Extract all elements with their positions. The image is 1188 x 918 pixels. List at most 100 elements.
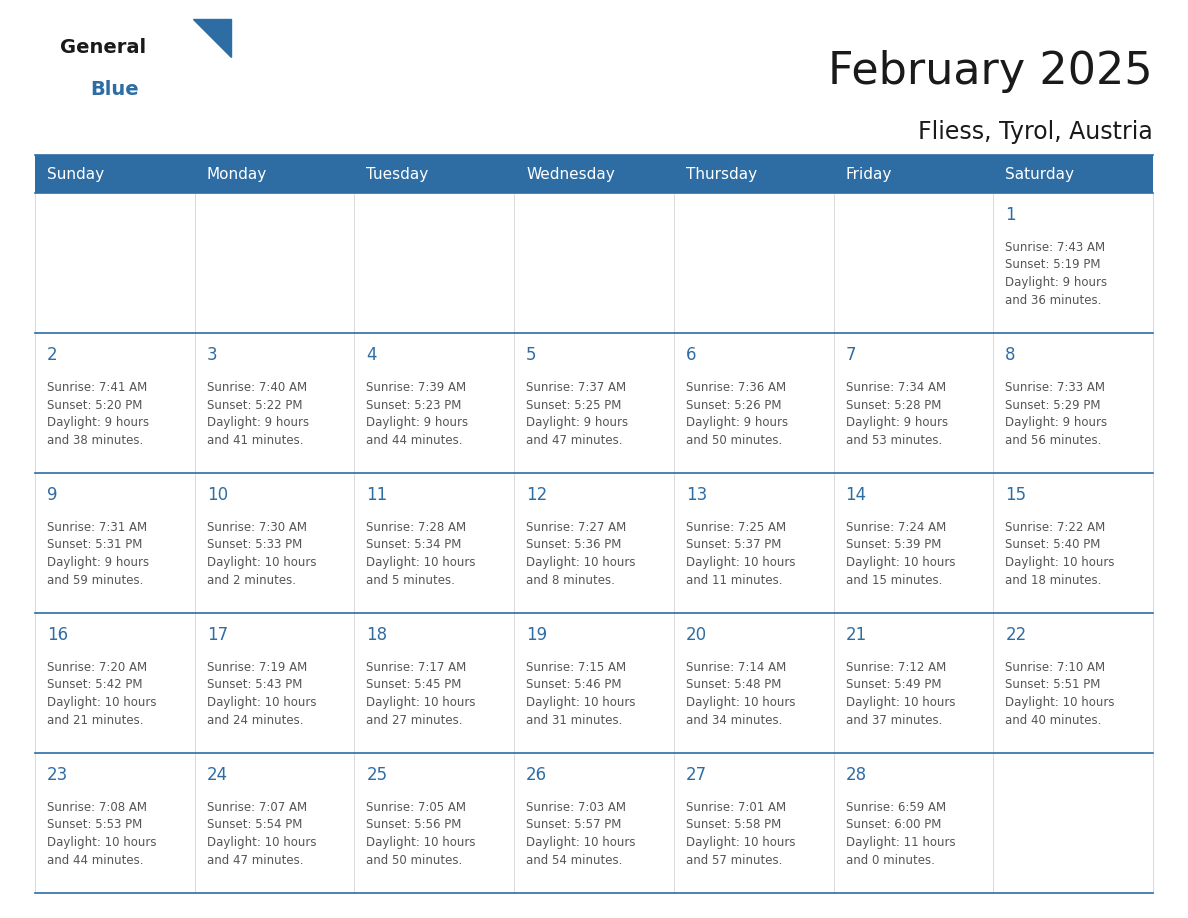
FancyBboxPatch shape [834, 473, 993, 613]
FancyBboxPatch shape [354, 613, 514, 753]
Text: 22: 22 [1005, 626, 1026, 644]
Text: Sunrise: 7:41 AM
Sunset: 5:20 PM
Daylight: 9 hours
and 38 minutes.: Sunrise: 7:41 AM Sunset: 5:20 PM Dayligh… [48, 381, 150, 446]
Text: 21: 21 [846, 626, 867, 644]
Text: 8: 8 [1005, 346, 1016, 364]
FancyBboxPatch shape [34, 613, 195, 753]
Text: Sunrise: 7:39 AM
Sunset: 5:23 PM
Daylight: 9 hours
and 44 minutes.: Sunrise: 7:39 AM Sunset: 5:23 PM Dayligh… [366, 381, 468, 446]
FancyBboxPatch shape [195, 613, 354, 753]
FancyBboxPatch shape [834, 155, 993, 193]
FancyBboxPatch shape [993, 753, 1154, 893]
Text: Wednesday: Wednesday [526, 166, 615, 182]
FancyBboxPatch shape [34, 333, 195, 473]
Text: Sunrise: 7:31 AM
Sunset: 5:31 PM
Daylight: 9 hours
and 59 minutes.: Sunrise: 7:31 AM Sunset: 5:31 PM Dayligh… [48, 521, 150, 587]
FancyBboxPatch shape [34, 753, 195, 893]
FancyBboxPatch shape [514, 193, 674, 333]
Text: Sunrise: 7:10 AM
Sunset: 5:51 PM
Daylight: 10 hours
and 40 minutes.: Sunrise: 7:10 AM Sunset: 5:51 PM Dayligh… [1005, 661, 1114, 726]
Text: Friday: Friday [846, 166, 892, 182]
Text: Sunrise: 7:22 AM
Sunset: 5:40 PM
Daylight: 10 hours
and 18 minutes.: Sunrise: 7:22 AM Sunset: 5:40 PM Dayligh… [1005, 521, 1114, 587]
FancyBboxPatch shape [674, 473, 834, 613]
Text: Blue: Blue [90, 80, 139, 99]
Text: February 2025: February 2025 [828, 50, 1154, 93]
Text: Sunrise: 7:20 AM
Sunset: 5:42 PM
Daylight: 10 hours
and 21 minutes.: Sunrise: 7:20 AM Sunset: 5:42 PM Dayligh… [48, 661, 157, 726]
Text: 24: 24 [207, 766, 228, 784]
FancyBboxPatch shape [354, 333, 514, 473]
FancyBboxPatch shape [195, 753, 354, 893]
Text: Saturday: Saturday [1005, 166, 1074, 182]
Text: Sunrise: 7:36 AM
Sunset: 5:26 PM
Daylight: 9 hours
and 50 minutes.: Sunrise: 7:36 AM Sunset: 5:26 PM Dayligh… [685, 381, 788, 446]
Text: 10: 10 [207, 486, 228, 504]
Text: 27: 27 [685, 766, 707, 784]
Text: Thursday: Thursday [685, 166, 757, 182]
FancyBboxPatch shape [674, 613, 834, 753]
Text: 28: 28 [846, 766, 867, 784]
Text: Sunrise: 7:28 AM
Sunset: 5:34 PM
Daylight: 10 hours
and 5 minutes.: Sunrise: 7:28 AM Sunset: 5:34 PM Dayligh… [366, 521, 476, 587]
FancyBboxPatch shape [195, 333, 354, 473]
FancyBboxPatch shape [195, 155, 354, 193]
Text: 9: 9 [48, 486, 57, 504]
Text: Sunrise: 7:30 AM
Sunset: 5:33 PM
Daylight: 10 hours
and 2 minutes.: Sunrise: 7:30 AM Sunset: 5:33 PM Dayligh… [207, 521, 316, 587]
Text: 2: 2 [48, 346, 58, 364]
FancyBboxPatch shape [834, 333, 993, 473]
Text: Sunrise: 7:17 AM
Sunset: 5:45 PM
Daylight: 10 hours
and 27 minutes.: Sunrise: 7:17 AM Sunset: 5:45 PM Dayligh… [366, 661, 476, 726]
FancyBboxPatch shape [834, 753, 993, 893]
Text: Sunrise: 7:12 AM
Sunset: 5:49 PM
Daylight: 10 hours
and 37 minutes.: Sunrise: 7:12 AM Sunset: 5:49 PM Dayligh… [846, 661, 955, 726]
Text: 15: 15 [1005, 486, 1026, 504]
FancyBboxPatch shape [514, 333, 674, 473]
Text: 23: 23 [48, 766, 68, 784]
FancyBboxPatch shape [195, 473, 354, 613]
FancyBboxPatch shape [514, 753, 674, 893]
FancyBboxPatch shape [34, 473, 195, 613]
Text: 17: 17 [207, 626, 228, 644]
Text: Sunrise: 7:25 AM
Sunset: 5:37 PM
Daylight: 10 hours
and 11 minutes.: Sunrise: 7:25 AM Sunset: 5:37 PM Dayligh… [685, 521, 795, 587]
Text: Sunrise: 7:15 AM
Sunset: 5:46 PM
Daylight: 10 hours
and 31 minutes.: Sunrise: 7:15 AM Sunset: 5:46 PM Dayligh… [526, 661, 636, 726]
Text: 25: 25 [366, 766, 387, 784]
Text: 16: 16 [48, 626, 68, 644]
FancyBboxPatch shape [674, 753, 834, 893]
FancyBboxPatch shape [354, 155, 514, 193]
Text: General: General [61, 38, 146, 57]
FancyBboxPatch shape [195, 193, 354, 333]
Text: Sunrise: 6:59 AM
Sunset: 6:00 PM
Daylight: 11 hours
and 0 minutes.: Sunrise: 6:59 AM Sunset: 6:00 PM Dayligh… [846, 801, 955, 867]
Polygon shape [192, 19, 230, 57]
Text: Sunday: Sunday [48, 166, 105, 182]
Text: 7: 7 [846, 346, 857, 364]
Text: 1: 1 [1005, 206, 1016, 224]
Text: 12: 12 [526, 486, 548, 504]
FancyBboxPatch shape [514, 155, 674, 193]
Text: 13: 13 [685, 486, 707, 504]
Text: Sunrise: 7:07 AM
Sunset: 5:54 PM
Daylight: 10 hours
and 47 minutes.: Sunrise: 7:07 AM Sunset: 5:54 PM Dayligh… [207, 801, 316, 867]
Text: Sunrise: 7:34 AM
Sunset: 5:28 PM
Daylight: 9 hours
and 53 minutes.: Sunrise: 7:34 AM Sunset: 5:28 PM Dayligh… [846, 381, 948, 446]
Text: 4: 4 [366, 346, 377, 364]
Text: 26: 26 [526, 766, 548, 784]
FancyBboxPatch shape [993, 193, 1154, 333]
FancyBboxPatch shape [34, 193, 195, 333]
Text: Sunrise: 7:43 AM
Sunset: 5:19 PM
Daylight: 9 hours
and 36 minutes.: Sunrise: 7:43 AM Sunset: 5:19 PM Dayligh… [1005, 241, 1107, 307]
Text: Monday: Monday [207, 166, 267, 182]
Text: Sunrise: 7:24 AM
Sunset: 5:39 PM
Daylight: 10 hours
and 15 minutes.: Sunrise: 7:24 AM Sunset: 5:39 PM Dayligh… [846, 521, 955, 587]
Text: Sunrise: 7:19 AM
Sunset: 5:43 PM
Daylight: 10 hours
and 24 minutes.: Sunrise: 7:19 AM Sunset: 5:43 PM Dayligh… [207, 661, 316, 726]
Text: 20: 20 [685, 626, 707, 644]
Text: 5: 5 [526, 346, 537, 364]
FancyBboxPatch shape [34, 155, 195, 193]
Text: 19: 19 [526, 626, 548, 644]
Text: Tuesday: Tuesday [366, 166, 429, 182]
Text: Sunrise: 7:08 AM
Sunset: 5:53 PM
Daylight: 10 hours
and 44 minutes.: Sunrise: 7:08 AM Sunset: 5:53 PM Dayligh… [48, 801, 157, 867]
FancyBboxPatch shape [834, 193, 993, 333]
Text: Sunrise: 7:03 AM
Sunset: 5:57 PM
Daylight: 10 hours
and 54 minutes.: Sunrise: 7:03 AM Sunset: 5:57 PM Dayligh… [526, 801, 636, 867]
Text: Sunrise: 7:33 AM
Sunset: 5:29 PM
Daylight: 9 hours
and 56 minutes.: Sunrise: 7:33 AM Sunset: 5:29 PM Dayligh… [1005, 381, 1107, 446]
Text: Fliess, Tyrol, Austria: Fliess, Tyrol, Austria [918, 120, 1154, 144]
FancyBboxPatch shape [514, 613, 674, 753]
FancyBboxPatch shape [674, 193, 834, 333]
FancyBboxPatch shape [674, 333, 834, 473]
FancyBboxPatch shape [993, 333, 1154, 473]
Text: 3: 3 [207, 346, 217, 364]
Text: Sunrise: 7:01 AM
Sunset: 5:58 PM
Daylight: 10 hours
and 57 minutes.: Sunrise: 7:01 AM Sunset: 5:58 PM Dayligh… [685, 801, 795, 867]
Text: 18: 18 [366, 626, 387, 644]
FancyBboxPatch shape [354, 193, 514, 333]
FancyBboxPatch shape [354, 753, 514, 893]
Text: Sunrise: 7:14 AM
Sunset: 5:48 PM
Daylight: 10 hours
and 34 minutes.: Sunrise: 7:14 AM Sunset: 5:48 PM Dayligh… [685, 661, 795, 726]
FancyBboxPatch shape [993, 613, 1154, 753]
Text: Sunrise: 7:27 AM
Sunset: 5:36 PM
Daylight: 10 hours
and 8 minutes.: Sunrise: 7:27 AM Sunset: 5:36 PM Dayligh… [526, 521, 636, 587]
FancyBboxPatch shape [993, 155, 1154, 193]
FancyBboxPatch shape [514, 473, 674, 613]
